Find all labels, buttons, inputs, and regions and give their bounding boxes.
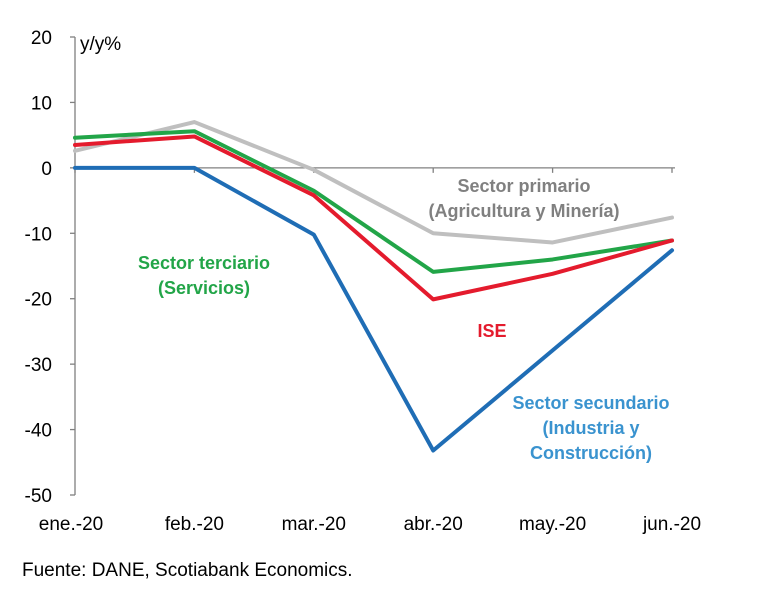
x-tick-label: may.-20 — [519, 514, 586, 535]
series-label-text: (Agricultura y Minería) — [428, 201, 619, 221]
series-line-0 — [73, 120, 674, 245]
source-note: Fuente: DANE, Scotiabank Economics. — [22, 560, 353, 581]
y-tick-label: 0 — [41, 159, 52, 180]
series-label-text: Sector primario — [457, 176, 590, 196]
x-tick-label: abr.-20 — [404, 514, 463, 535]
series-label-text: Sector secundario — [512, 393, 669, 413]
y-tick-label: 10 — [31, 93, 52, 114]
series-line-1 — [73, 129, 674, 274]
y-tick-label: -10 — [25, 224, 52, 245]
series-line-2 — [73, 134, 674, 302]
x-tick-label: ene.-20 — [39, 514, 103, 535]
y-tick-label: -30 — [25, 355, 52, 376]
x-tick-label: feb.-20 — [165, 514, 224, 535]
x-tick-label: jun.-20 — [642, 514, 701, 535]
y-tick-label: -20 — [25, 290, 52, 311]
series-lines — [73, 120, 674, 453]
series-label-text: Sector terciario — [138, 253, 270, 273]
series-label-text: (Servicios) — [158, 278, 250, 298]
series-label-text: (Industria y — [542, 418, 639, 438]
y-tick-label: -40 — [25, 421, 52, 442]
series-label-text: Construcción) — [530, 443, 652, 463]
series-labels: Sector primario (Agricultura y Minería) Se… — [138, 176, 670, 463]
series-label-text: ISE — [477, 321, 506, 341]
x-tick-label: mar.-20 — [282, 514, 346, 535]
y-axis-unit-label: y/y% — [80, 34, 121, 55]
series-line-3 — [73, 165, 674, 453]
y-tick-label: 20 — [31, 28, 52, 49]
y-tick-label: -50 — [25, 486, 52, 507]
axes: 20 10 0 -10 -20 -30 -40 -50 ene.-20 feb.-20 mar.-2… — [25, 28, 702, 535]
